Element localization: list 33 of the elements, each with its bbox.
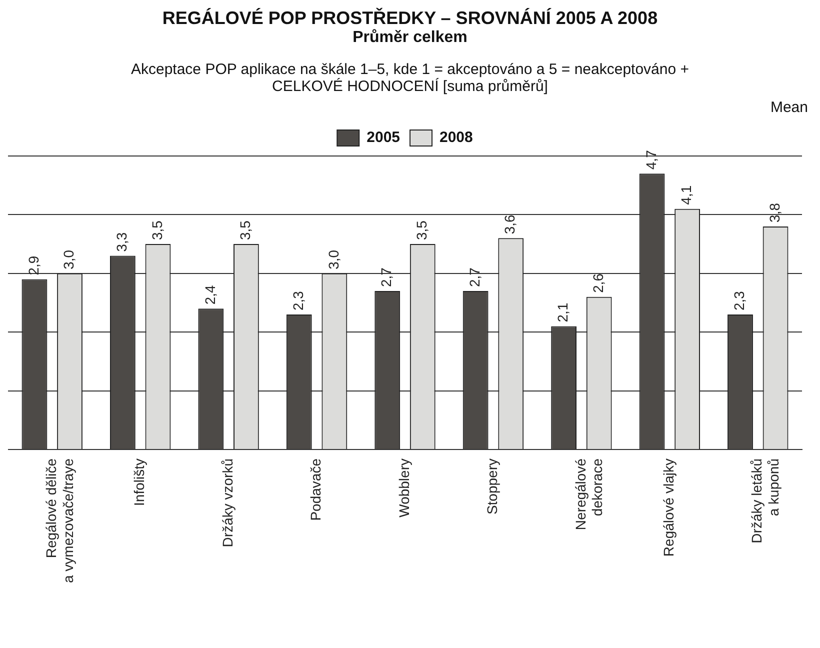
data-label: 3,0 xyxy=(325,250,342,270)
x-tick-label: Infolišty xyxy=(131,458,148,506)
x-tick-label: Stoppery xyxy=(484,458,500,515)
data-label: 4,7 xyxy=(642,150,659,170)
data-label: 3,5 xyxy=(148,220,165,240)
x-tick-label: Držáky vzorků xyxy=(219,458,236,548)
text: Akceptace POP aplikace na škále 1–5, kde 1 = akceptováno a 5 = neakceptováno + CELKOVÉ HODNOCENÍ [suma průměrů] xyxy=(130,61,690,95)
data-label: 2,3 xyxy=(290,290,306,310)
x-tick-label: Regálové děliče a vymezovače/traye xyxy=(42,458,76,584)
x-tick-label: Podavače xyxy=(308,458,324,521)
data-label: 2,7 xyxy=(378,267,394,288)
data-label: 2,7 xyxy=(466,267,482,288)
data-label: 3,5 xyxy=(237,220,254,240)
legend-label: 2005 xyxy=(366,129,400,146)
data-label: 2,3 xyxy=(731,290,748,310)
data-label: 3,3 xyxy=(114,232,130,252)
data-label: 3,0 xyxy=(60,250,77,270)
data-label: 2,4 xyxy=(202,284,218,305)
x-tick-label: Regálové vlajky xyxy=(660,458,677,557)
data-label: 3,5 xyxy=(414,220,430,240)
chart-subtitle: Průměr celkem xyxy=(352,29,468,47)
data-label: 2,6 xyxy=(590,273,606,293)
x-tick-label: Neregálové dekorace xyxy=(572,458,606,530)
data-label: 2,9 xyxy=(25,256,42,276)
data-label: 3,8 xyxy=(766,202,782,222)
data-label: 4,1 xyxy=(678,185,694,205)
x-tick-label: Držáky letáků a kuponů xyxy=(748,458,782,544)
data-label: 3,6 xyxy=(502,214,518,234)
y-axis-title: Mean xyxy=(769,99,809,116)
x-tick-label: Wobblery xyxy=(396,458,412,518)
legend-label: 2008 xyxy=(440,129,473,146)
data-label: 2,1 xyxy=(554,302,571,322)
chart-title: REGÁLOVÉ POP PROSTŘEDKY – SROVNÁNÍ 2005 A 2008 xyxy=(161,8,659,29)
